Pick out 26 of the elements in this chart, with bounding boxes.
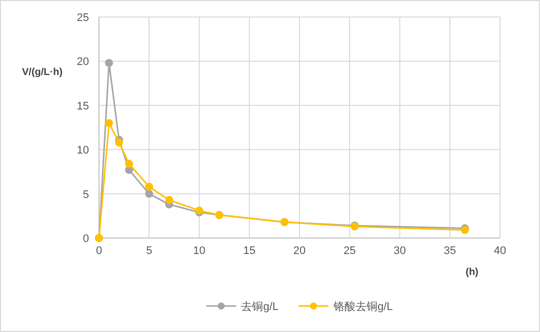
x-tick-label: 15 xyxy=(243,245,256,257)
y-tick-label: 0 xyxy=(82,233,89,245)
x-tick-label: 10 xyxy=(193,245,206,257)
y-axis-title: V/(g/L·h) xyxy=(22,67,63,78)
y-tick-label: 20 xyxy=(76,56,89,68)
y-tick-label: 10 xyxy=(76,144,89,157)
x-tick-label: 0 xyxy=(96,245,102,257)
point xyxy=(145,182,154,191)
point xyxy=(115,138,124,147)
x-tick-label: 20 xyxy=(293,245,306,257)
x-tick-label: 30 xyxy=(394,245,406,257)
legend-label: 去铜g/L xyxy=(241,300,278,313)
point xyxy=(105,119,114,128)
point xyxy=(105,58,114,67)
x-tick-label: 5 xyxy=(146,245,152,257)
x-axis-title: (h) xyxy=(466,267,478,278)
x-tick-label: 40 xyxy=(494,245,506,257)
y-tick-label: 5 xyxy=(82,188,89,201)
y-tick-label: 15 xyxy=(76,100,89,112)
point xyxy=(125,160,134,168)
x-tick-label: 25 xyxy=(344,245,356,257)
legend-label: 铬酸去铜g/L xyxy=(332,300,393,313)
point xyxy=(165,196,174,204)
x-tick-label: 35 xyxy=(444,245,456,257)
point xyxy=(145,190,154,198)
y-tick-label: 25 xyxy=(76,12,89,24)
